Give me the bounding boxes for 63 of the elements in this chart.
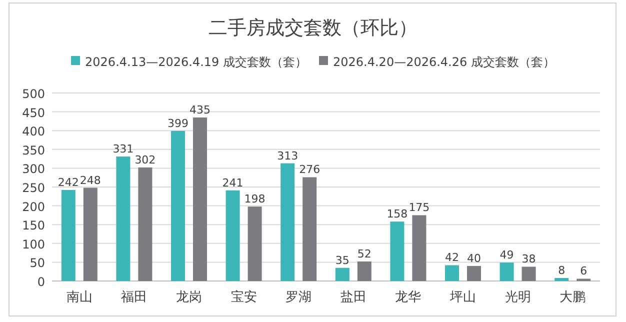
- bar: [302, 177, 317, 281]
- x-tick-label: 福田: [121, 290, 148, 305]
- data-label: 248: [80, 174, 101, 187]
- bar: [193, 117, 207, 281]
- y-tick-label: 100: [22, 237, 45, 252]
- data-label: 331: [112, 142, 134, 156]
- bar: [171, 130, 185, 281]
- x-tick-label: 光明: [504, 290, 531, 305]
- data-label: 399: [168, 116, 188, 130]
- data-label: 435: [190, 103, 210, 116]
- x-tick-label: 龙岗: [176, 290, 202, 305]
- bar: [412, 215, 426, 281]
- bar: [357, 261, 372, 281]
- bar: [116, 156, 130, 281]
- x-tick-label: 南山: [66, 290, 92, 305]
- bar: [280, 163, 295, 281]
- y-tick-label: 150: [22, 218, 45, 233]
- data-label: 38: [522, 252, 536, 266]
- y-tick-label: 0: [37, 275, 45, 289]
- y-tick-label: 250: [22, 181, 45, 195]
- chart-title: 二手房成交套数（环比）: [208, 17, 418, 39]
- x-tick-label: 龙华: [395, 290, 422, 305]
- bar: [335, 268, 350, 281]
- legend-label: 2026.4.13—2026.4.19 成交套数（套）: [85, 55, 307, 69]
- bar: [226, 190, 240, 281]
- data-label: 42: [445, 251, 459, 264]
- bar: [138, 167, 152, 281]
- data-label: 242: [58, 176, 79, 190]
- data-label: 175: [408, 201, 430, 214]
- data-label: 158: [386, 208, 408, 221]
- x-tick-label: 罗湖: [286, 290, 312, 305]
- y-tick-label: 350: [22, 143, 45, 158]
- data-label: 241: [222, 176, 244, 190]
- x-tick-label: 坪山: [449, 290, 476, 305]
- bar: [522, 266, 536, 281]
- data-label: 8: [558, 264, 566, 277]
- data-label: 52: [357, 247, 372, 260]
- y-tick-label: 200: [22, 200, 45, 214]
- bar: [467, 266, 481, 281]
- bar: [248, 206, 262, 281]
- data-label: 302: [134, 153, 156, 166]
- y-tick-label: 400: [22, 124, 45, 139]
- bar: [61, 190, 76, 281]
- y-tick-label: 300: [22, 162, 45, 176]
- data-label: 35: [335, 254, 350, 267]
- data-label: 313: [277, 149, 298, 162]
- bar: [83, 188, 98, 281]
- data-label: 6: [580, 264, 588, 278]
- legend-label: 2026.4.20—2026.4.26 成交套数（套）: [333, 55, 555, 69]
- data-label: 198: [244, 192, 266, 206]
- bar: [554, 278, 569, 281]
- data-label: 49: [500, 248, 514, 262]
- y-tick-label: 450: [22, 106, 45, 120]
- bar: [445, 265, 459, 281]
- data-label: 276: [299, 163, 320, 176]
- data-label: 40: [467, 252, 481, 265]
- x-tick-label: 大鹏: [560, 290, 586, 305]
- bar: [390, 222, 404, 281]
- bar: [500, 262, 514, 281]
- x-tick-label: 盐田: [340, 290, 366, 305]
- y-tick-label: 50: [30, 256, 45, 270]
- x-tick-label: 宝安: [230, 289, 257, 305]
- y-tick-label: 500: [22, 87, 45, 101]
